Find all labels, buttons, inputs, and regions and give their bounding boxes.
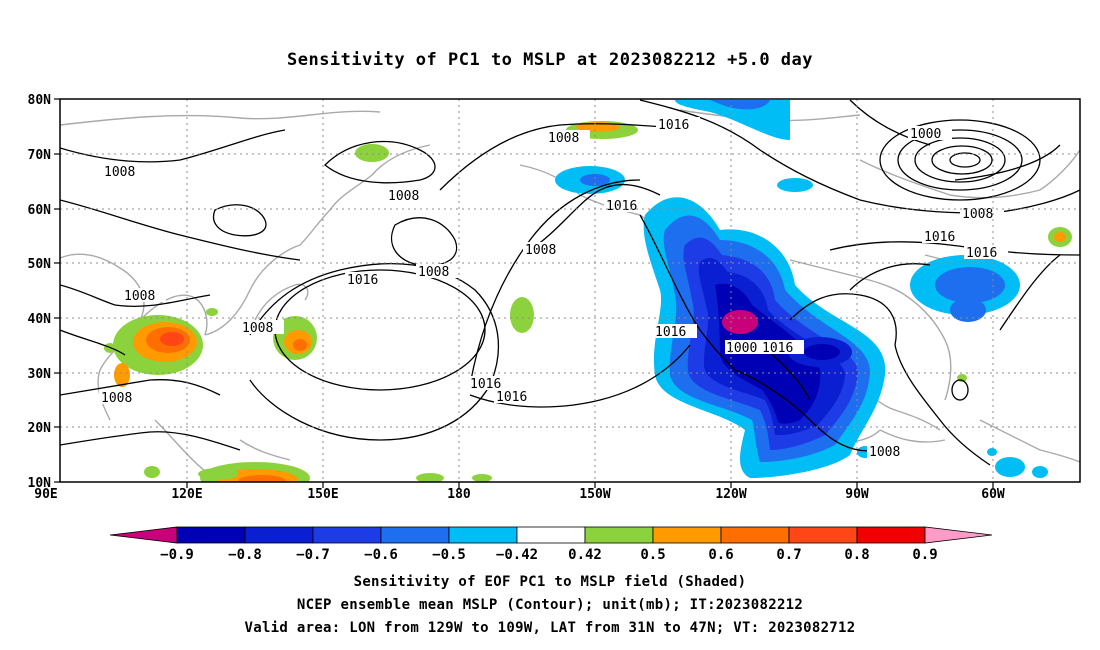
mslp-contours <box>60 99 1080 466</box>
contour-label-1000: 1000 <box>726 341 757 356</box>
lon-label-150w: 150W <box>579 487 610 502</box>
contour-label-1008: 1008 <box>548 131 579 146</box>
colorbar-label: 0.8 <box>844 547 869 563</box>
colorbar-swatch-neg-0.9 <box>176 526 246 544</box>
contour-label-1000: 1000 <box>910 127 941 142</box>
colorbar-swatch-neg-0.7 <box>312 526 382 544</box>
contour-label-1016: 1016 <box>606 199 637 214</box>
lon-label-150e: 150E <box>307 487 338 502</box>
gridlines <box>60 99 1080 482</box>
colorbar-label: 0.5 <box>640 547 665 563</box>
colorbar-label: −0.6 <box>364 547 398 563</box>
contour-label-1008: 1008 <box>101 391 132 406</box>
contour-label-1016: 1016 <box>496 390 527 405</box>
contour-label-1016: 1016 <box>966 246 997 261</box>
colorbar-swatch-neg-0.8 <box>244 526 314 544</box>
longitude-labels: 90E 120E 150E 180 150W 120W 90W 60W <box>34 487 1005 502</box>
lon-label-180: 180 <box>447 487 471 502</box>
colorbar-low-extension <box>109 526 178 544</box>
colorbar-label: 0.9 <box>912 547 937 563</box>
lon-label-120e: 120E <box>171 487 202 502</box>
sensitivity-map: 1008 1008 1008 1008 1008 1008 1008 1008 … <box>28 93 1081 563</box>
caption-line-1: Sensitivity of EOF PC1 to MSLP field (Sh… <box>353 574 747 590</box>
colorbar-swatch-neg-0.6 <box>380 526 450 544</box>
colorbar-labels: −0.9 −0.8 −0.7 −0.6 −0.5 −0.42 0.42 0.5 … <box>160 547 938 563</box>
contour-label-1008: 1008 <box>388 189 419 204</box>
colorbar-label: 0.6 <box>708 547 733 563</box>
lon-label-90e: 90E <box>34 487 57 502</box>
colorbar-label: −0.9 <box>160 547 194 563</box>
contour-label-1008: 1008 <box>418 265 449 280</box>
contour-label-1016: 1016 <box>470 377 501 392</box>
contour-label-1008: 1008 <box>242 321 273 336</box>
contour-label-1016: 1016 <box>658 118 689 133</box>
colorbar-label: −0.5 <box>432 547 466 563</box>
axis-ticks <box>54 98 994 488</box>
latitude-labels: 80N 70N 60N 50N 40N 30N 20N 10N <box>28 93 52 491</box>
colorbar-swatch-pos-0.5 <box>652 526 722 544</box>
caption-line-3: Valid area: LON from 129W to 109W, LAT f… <box>244 620 856 636</box>
lon-label-60w: 60W <box>981 487 1005 502</box>
colorbar-swatch-pos-0.8 <box>856 526 926 544</box>
lat-label-30n: 30N <box>28 367 52 382</box>
lat-label-80n: 80N <box>28 93 52 108</box>
contour-label-1016: 1016 <box>347 273 378 288</box>
colorbar-label: −0.42 <box>496 547 538 563</box>
colorbar <box>109 526 993 544</box>
lat-label-50n: 50N <box>28 257 52 272</box>
colorbar-swatch-neg-0.5 <box>448 526 518 544</box>
contour-label-1008: 1008 <box>525 243 556 258</box>
contour-label-1016: 1016 <box>762 341 793 356</box>
colorbar-label: 0.42 <box>568 547 602 563</box>
colorbar-label: 0.7 <box>776 547 801 563</box>
contour-label-1016: 1016 <box>924 230 955 245</box>
lat-label-40n: 40N <box>28 312 52 327</box>
lat-label-20n: 20N <box>28 421 52 436</box>
caption-line-2: NCEP ensemble mean MSLP (Contour); unit(… <box>296 597 804 613</box>
contour-labels: 1008 1008 1008 1008 1008 1008 1008 1008 … <box>99 117 1008 460</box>
map-frame <box>59 98 1081 483</box>
lon-label-120w: 120W <box>715 487 746 502</box>
colorbar-swatch-pos-0.7 <box>788 526 858 544</box>
negative-sensitivity-shading <box>555 100 1048 479</box>
colorbar-swatch-pos-0.6 <box>720 526 790 544</box>
lon-label-90w: 90W <box>845 487 869 502</box>
colorbar-label: −0.7 <box>296 547 330 563</box>
colorbar-swatch-neutral <box>516 526 586 544</box>
contour-label-1008: 1008 <box>104 165 135 180</box>
contour-label-1008: 1008 <box>962 207 993 222</box>
colorbar-swatch-pos-0.42 <box>584 526 654 544</box>
lat-label-60n: 60N <box>28 203 52 218</box>
contour-label-1008: 1008 <box>869 445 900 460</box>
colorbar-label: −0.8 <box>228 547 262 563</box>
lat-label-10n: 10N <box>28 476 52 491</box>
contour-label-1008: 1008 <box>124 289 155 304</box>
colorbar-high-extension <box>924 526 993 544</box>
lat-label-70n: 70N <box>28 148 52 163</box>
positive-sensitivity-shading <box>104 121 1072 482</box>
contour-label-1016: 1016 <box>655 325 686 340</box>
chart-title: Sensitivity of PC1 to MSLP at 2023082212… <box>286 50 813 70</box>
